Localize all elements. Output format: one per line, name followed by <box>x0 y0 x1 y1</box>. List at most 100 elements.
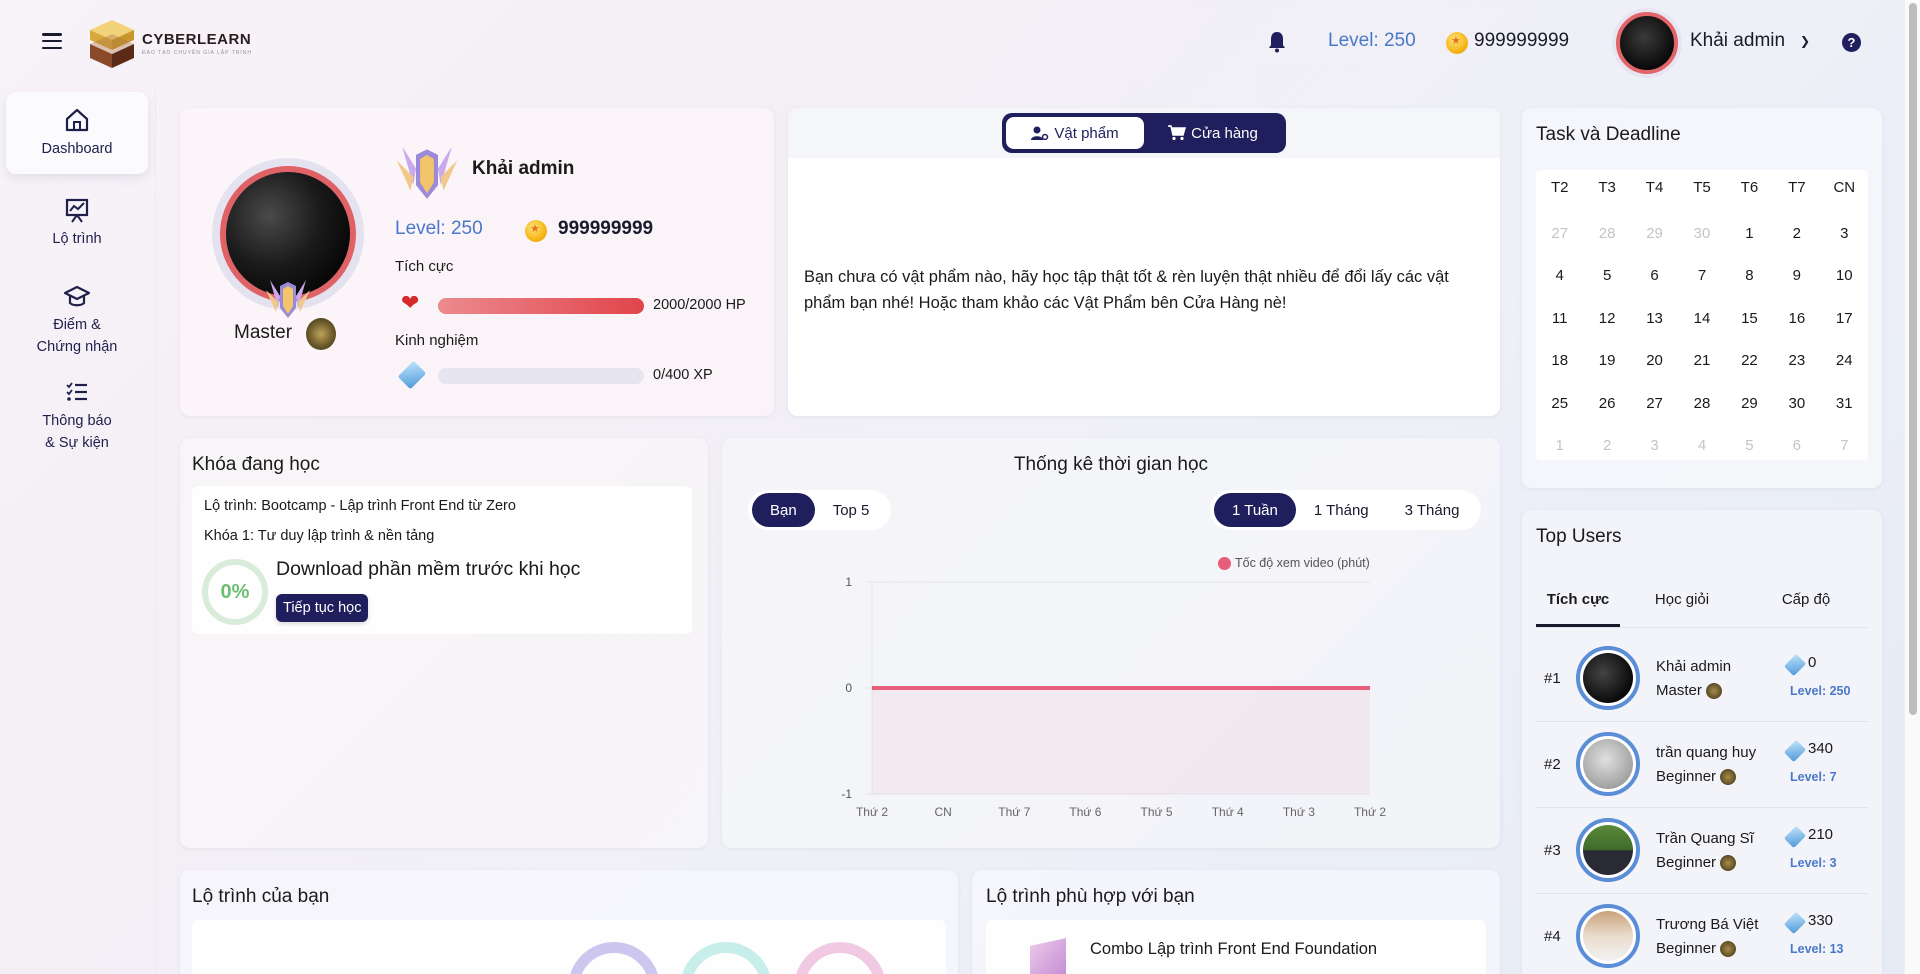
weekday-header: T5 <box>1693 179 1711 196</box>
logo-cube-icon <box>90 20 134 68</box>
calendar-day[interactable]: 20 <box>1646 352 1663 369</box>
calendar-day[interactable]: 2 <box>1602 437 1612 454</box>
chart-legend[interactable]: Tốc độ xem video (phút) <box>1218 556 1370 570</box>
calendar-day[interactable]: 8 <box>1745 267 1754 284</box>
top-user-row[interactable]: #4 Trương Bá Việt Beginner 330 Level: 13 <box>1536 894 1868 974</box>
tab-ban[interactable]: Bạn <box>752 493 815 527</box>
tab-3-thang[interactable]: 3 Tháng <box>1404 501 1460 519</box>
sidebar-item-thong-bao-su-kien[interactable]: Thông báo & Sự kiện <box>6 378 148 454</box>
calendar-day[interactable]: 22 <box>1741 352 1758 369</box>
checklist-icon <box>66 382 87 401</box>
tab-hoc-gioi[interactable]: Học giỏi <box>1654 591 1710 608</box>
diamond-icon <box>1783 911 1807 935</box>
tab-1-tuan[interactable]: 1 Tuần <box>1214 493 1296 527</box>
tab-vat-pham[interactable]: Vật phẩm <box>1006 117 1144 149</box>
course-roadmap: Lộ trình: Bootcamp - Lập trình Front End… <box>204 498 516 514</box>
help-icon[interactable]: ? <box>1842 33 1861 52</box>
calendar-day[interactable]: 7 <box>1697 267 1707 284</box>
tab-cap-do[interactable]: Cấp độ <box>1781 591 1831 608</box>
calendar-day[interactable]: 30 <box>1788 394 1806 412</box>
continue-learning-button[interactable]: Tiếp tục học <box>276 594 369 622</box>
calendar-day[interactable]: 28 <box>1693 394 1711 412</box>
y-tick-label: -1 <box>841 787 852 801</box>
tab-top-5[interactable]: Top 5 <box>832 501 870 519</box>
profile-name: Khải admin <box>472 158 575 179</box>
top-users-tabs: Tích cực Học giỏi Cấp độ <box>1536 572 1868 628</box>
tab-1-thang[interactable]: 1 Tháng <box>1313 501 1369 519</box>
bell-icon[interactable] <box>1268 31 1286 53</box>
page-scrollbar[interactable] <box>1904 0 1920 974</box>
calendar-day[interactable]: 7 <box>1840 437 1849 454</box>
calendar-day[interactable]: 18 <box>1551 352 1569 369</box>
calendar-day[interactable]: 4 <box>1555 267 1564 284</box>
calendar-day[interactable]: 27 <box>1551 224 1569 242</box>
calendar-day[interactable]: 21 <box>1693 352 1711 369</box>
cyberlearn-logo[interactable]: CYBERLEARN ĐÀO TẠO CHUYÊN GIA LẬP TRÌNH <box>86 16 252 70</box>
calendar-day[interactable]: 26 <box>1598 394 1616 412</box>
hp-bar <box>438 298 644 314</box>
sidebar-item-label-line2: Chứng nhận <box>36 339 118 355</box>
sidebar-item-lo-trinh[interactable]: Lộ trình <box>6 196 148 250</box>
calendar-day[interactable]: 29 <box>1646 224 1663 242</box>
calendar-day[interactable]: 15 <box>1741 309 1758 327</box>
top-user-row[interactable]: #3 Trần Quang Sĩ Beginner 210 Level: 3 <box>1536 808 1868 894</box>
header-avatar[interactable] <box>1612 8 1682 78</box>
calendar-day[interactable]: 9 <box>1792 267 1802 284</box>
suggested-item[interactable]: Combo Lập trình Front End Foundation <box>986 920 1486 974</box>
calendar-day[interactable]: 10 <box>1835 267 1853 284</box>
calendar-day[interactable]: 4 <box>1697 437 1707 454</box>
suggested-course-title[interactable]: Combo Lập trình Front End Foundation <box>1090 940 1378 958</box>
x-tick-label: Thứ 5 <box>1141 805 1173 819</box>
calendar-day[interactable]: 6 <box>1650 267 1659 284</box>
calendar-day[interactable]: 23 <box>1788 352 1806 369</box>
user-name: trần quang huy <box>1656 744 1757 761</box>
calendar-day[interactable]: 27 <box>1646 394 1663 412</box>
calendar-day[interactable]: 5 <box>1602 267 1612 284</box>
hp-value: 2000/2000 HP <box>653 297 746 313</box>
calendar-day[interactable]: 6 <box>1792 437 1802 454</box>
calendar-day[interactable]: 16 <box>1788 309 1806 327</box>
progress-arc-purple <box>568 942 660 974</box>
legend-label: Tốc độ xem video (phút) <box>1235 556 1370 570</box>
tab-cua-hang[interactable]: Cửa hàng <box>1144 117 1282 149</box>
calendar-day[interactable]: 31 <box>1835 394 1853 412</box>
sidebar-item-dashboard[interactable]: Dashboard <box>6 92 148 174</box>
calendar-day[interactable]: 1 <box>1555 437 1564 454</box>
top-user-row[interactable]: #1 Khải admin Master 0 Level: 250 <box>1536 636 1868 722</box>
weekday-header: T3 <box>1598 179 1616 196</box>
brand-tagline: ĐÀO TẠO CHUYÊN GIA LẬP TRÌNH <box>142 49 252 56</box>
calendar-day[interactable]: 17 <box>1835 309 1853 327</box>
calendar-day[interactable]: 24 <box>1835 352 1853 369</box>
calendar-day[interactable]: 2 <box>1792 224 1802 242</box>
top-user-row[interactable]: #2 trần quang huy Beginner 340 Level: 7 <box>1536 722 1868 808</box>
x-tick-label: Thứ 2 <box>856 805 888 819</box>
calendar-day[interactable]: 11 <box>1551 309 1568 327</box>
chevron-down-icon[interactable]: ❯ <box>1800 34 1811 48</box>
profile-level: Level: 250 <box>395 218 483 239</box>
x-tick-label: Thứ 4 <box>1212 805 1244 819</box>
master-medal-icon <box>306 318 336 350</box>
calendar-day[interactable]: 5 <box>1745 437 1754 454</box>
scrollbar-thumb[interactable] <box>1909 3 1917 715</box>
calendar-day[interactable]: 13 <box>1646 309 1663 327</box>
legend-dot-icon <box>1218 556 1231 570</box>
sidebar-item-diem-chung-nhan[interactable]: Điểm & Chứng nhận <box>6 282 148 358</box>
calendar-day[interactable]: 1 <box>1745 224 1754 242</box>
calendar-day[interactable]: 12 <box>1598 309 1616 327</box>
x-tick-label: Thứ 3 <box>1283 805 1315 819</box>
calendar-day[interactable]: 3 <box>1840 224 1849 242</box>
progress-arc-pink <box>794 942 886 974</box>
tab-tich-cuc[interactable]: Tích cực <box>1536 572 1620 627</box>
calendar-day[interactable]: 14 <box>1693 309 1711 327</box>
presentation-chart-icon <box>65 198 89 223</box>
calendar-day[interactable]: 29 <box>1741 394 1758 412</box>
calendar-day[interactable]: 19 <box>1598 352 1616 369</box>
hamburger-menu-icon[interactable] <box>42 33 62 49</box>
sidebar-item-label: Thông báo <box>42 413 112 429</box>
y-tick-label: 1 <box>845 575 852 589</box>
calendar-day[interactable]: 28 <box>1598 224 1616 242</box>
calendar-day[interactable]: 25 <box>1551 394 1569 412</box>
header-username[interactable]: Khải admin <box>1690 30 1786 51</box>
calendar-day[interactable]: 3 <box>1650 437 1659 454</box>
calendar-day[interactable]: 30 <box>1693 224 1711 242</box>
